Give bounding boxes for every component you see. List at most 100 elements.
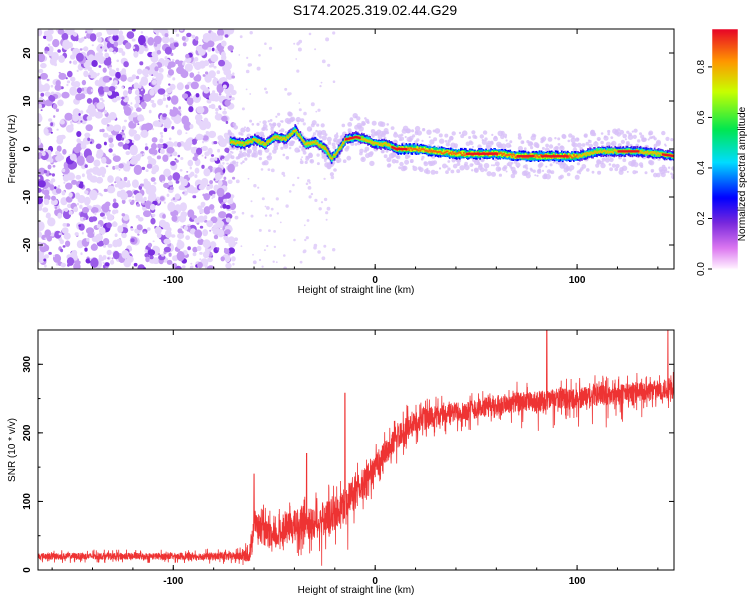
ridge-halo [438,133,443,138]
ridge-band [324,146,327,149]
ridge-peak [355,135,357,139]
noise-dot [38,187,42,193]
noise-dot [94,79,100,86]
ridge-halo [240,127,246,133]
noise-dot [102,229,106,234]
noise-dot [157,98,164,106]
ridge-band [381,144,383,147]
ridge-halo [541,136,547,142]
colorbar-segment [712,37,738,40]
ridge-band [594,150,596,153]
ridge-band [243,144,246,147]
noise-dot [142,153,145,156]
sparse-dot [305,236,309,240]
ridge-halo [509,140,513,144]
noise-dot [163,168,171,177]
noise-dot [168,181,173,186]
noise-dot [220,172,224,176]
noise-dot [203,168,211,177]
ridge-band [577,156,579,158]
noise-dot [76,52,84,62]
ridge-halo [497,167,502,171]
ridge-band [340,144,343,149]
colorbar-segment [712,133,738,136]
ridge-halo [541,146,545,150]
ridge-band [333,153,336,156]
noise-dot [38,152,42,157]
colorbar-segment [712,125,738,128]
ridge-halo [262,120,267,125]
noise-dot [88,74,91,78]
noise-dot [203,219,208,223]
noise-dot [167,120,172,126]
noise-dot [130,238,135,243]
ridge-band [509,153,512,156]
top-ytick-label: -10 [22,189,33,204]
ridge-band [315,142,318,145]
ridge-band [276,137,278,141]
noise-dot [167,69,175,76]
ridge-halo [517,133,522,137]
sparse-dot [297,176,300,180]
ridge-band [328,153,331,157]
noise-dot [159,174,166,183]
noise-dot [124,119,127,123]
noise-dot [150,203,156,211]
ridge-halo [538,162,544,167]
ridge-band [659,152,662,155]
noise-dot [38,196,43,205]
ridge-band [310,141,313,144]
colorbar-segment [712,213,738,216]
ridge-band [556,155,559,159]
ridge-band [382,143,384,145]
colorbar-segment [712,95,738,98]
noise-dot [138,217,144,222]
noise-dot [122,125,126,131]
noise-dot [131,195,135,199]
noise-dot [125,92,128,95]
ridge-halo [588,143,593,149]
noise-dot [162,154,169,162]
noise-dot [230,89,237,96]
sparse-dot [298,108,302,112]
ridge-peak [393,146,396,150]
colorbar-segment [712,85,738,88]
ridge-peak [552,155,555,158]
sparse-dot [325,218,328,221]
ridge-halo [390,126,395,130]
noise-dot [152,120,161,127]
ridge-halo [650,168,655,173]
colorbar-segment [712,179,738,182]
noise-dot [47,50,54,56]
ridge-band [610,150,613,153]
sparse-dot [275,197,279,201]
ridge-band [254,138,256,141]
sparse-dot [279,221,282,224]
sparse-dot [288,146,292,150]
noise-dot [112,155,121,162]
sparse-dot [295,58,298,60]
ridge-band [331,157,334,160]
noise-dot [38,251,42,255]
ridge-halo [334,134,339,139]
ridge-halo [445,142,450,147]
noise-dot [172,197,176,201]
noise-dot [108,66,112,71]
ridge-band [539,155,542,159]
noise-dot [102,132,109,138]
colorbar-segment [712,153,738,156]
colorbar-segment [712,181,738,184]
ridge-peak [469,152,471,155]
noise-dot [102,244,107,248]
ridge-halo [270,127,274,131]
noise-dot [62,223,67,227]
noise-dot [191,34,196,39]
noise-dot [76,87,82,94]
ridge-band [371,139,373,143]
noise-dot [108,86,116,92]
noise-dot [157,88,166,95]
ridge-band [608,150,611,153]
noise-dot [38,82,42,85]
noise-dot [65,182,73,190]
ridge-peak [663,153,666,156]
